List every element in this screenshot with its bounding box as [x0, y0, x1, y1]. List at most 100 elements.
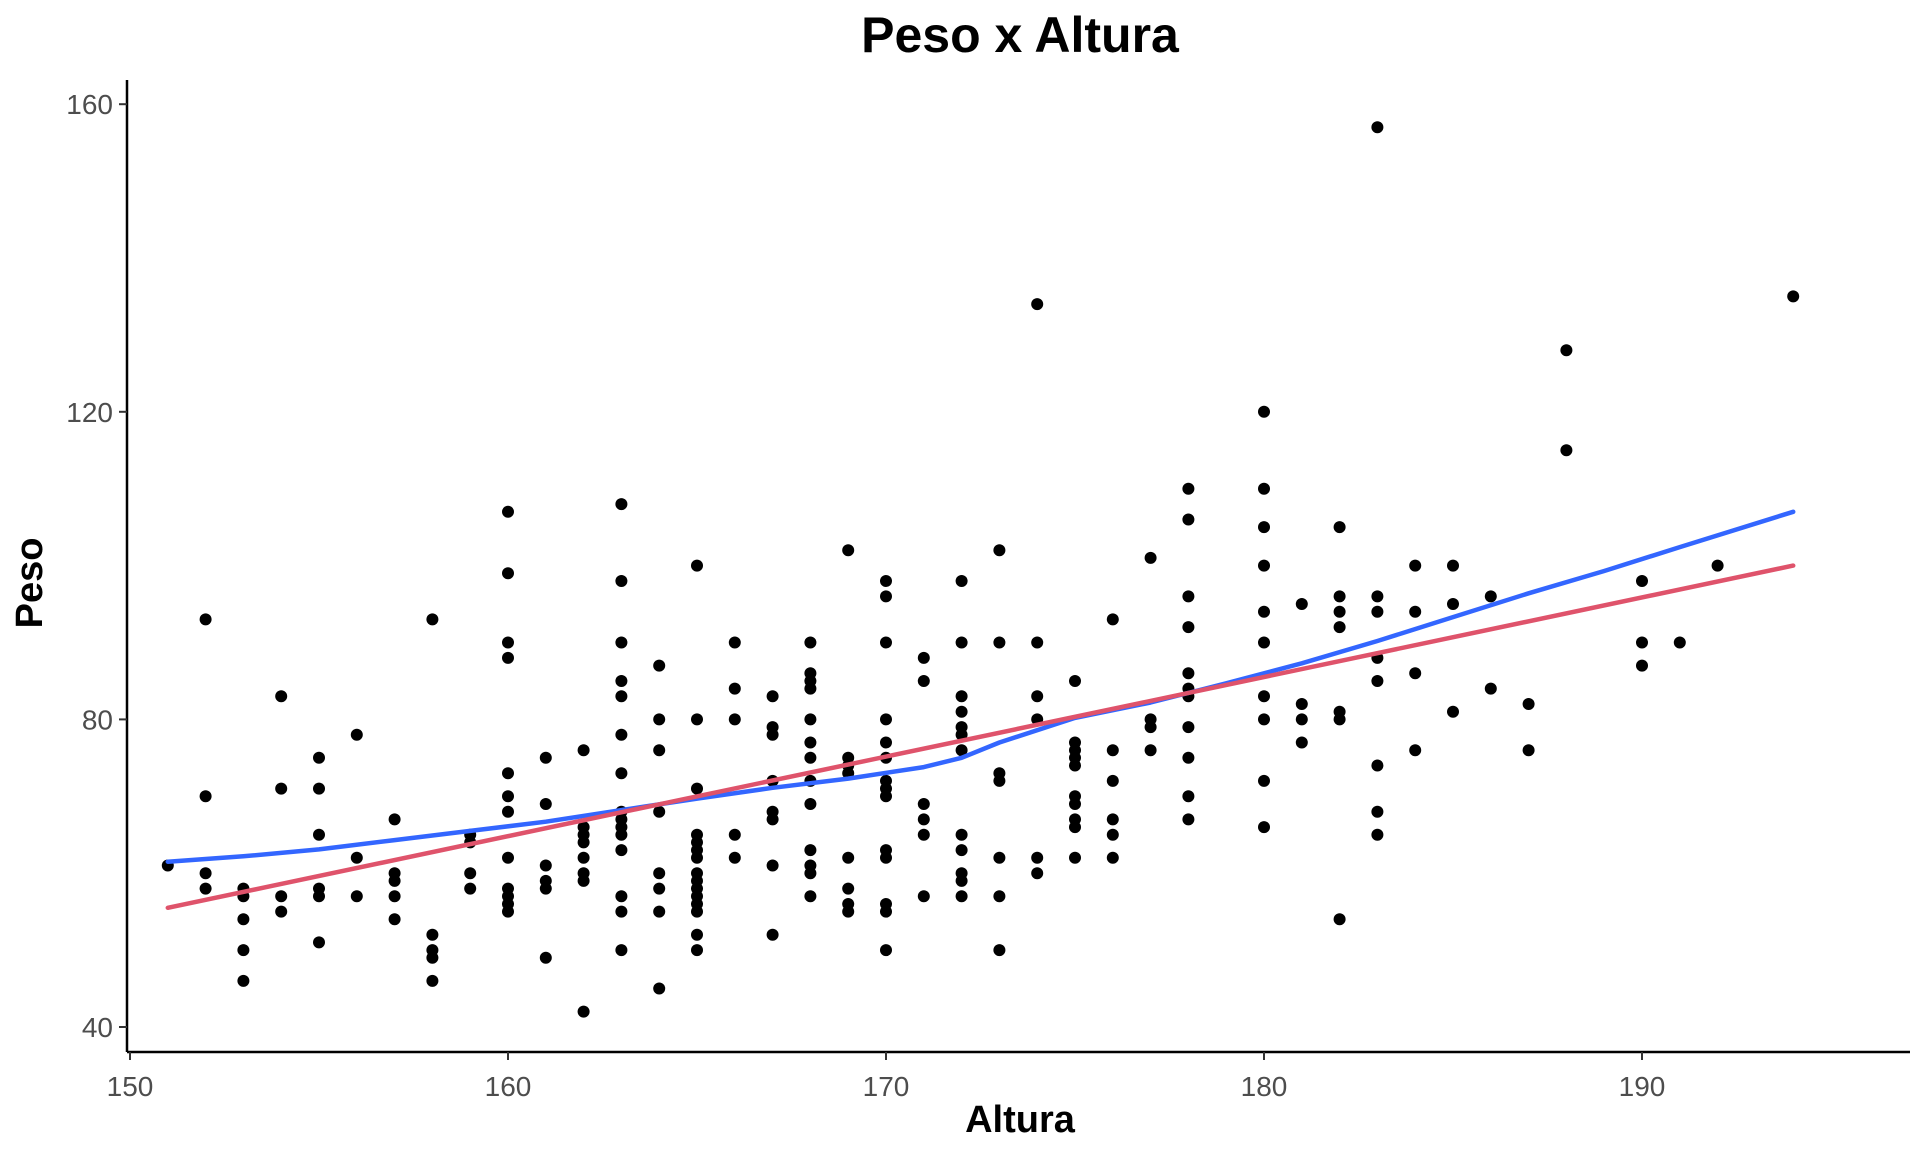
data-point — [1106, 774, 1119, 787]
data-point — [842, 882, 855, 895]
data-point — [1447, 559, 1459, 572]
data-point — [237, 913, 250, 926]
data-point — [388, 874, 401, 887]
data-point — [615, 944, 628, 957]
data-point — [1636, 636, 1648, 649]
y-axis-title: Peso — [9, 538, 51, 629]
data-point — [1409, 667, 1422, 680]
data-point — [1182, 513, 1195, 526]
data-point — [1371, 121, 1384, 134]
trend-lines — [165, 509, 1796, 911]
data-point — [1333, 521, 1346, 534]
data-point — [1787, 290, 1800, 303]
data-point — [1258, 521, 1270, 534]
data-point — [653, 805, 666, 818]
x-tick-label: 150 — [107, 1071, 154, 1102]
data-point — [653, 905, 666, 918]
data-point — [1031, 690, 1044, 703]
data-point — [653, 744, 666, 757]
data-point — [1673, 636, 1686, 649]
data-point — [691, 928, 703, 941]
data-point — [1484, 682, 1497, 695]
data-point — [766, 728, 779, 741]
data-point — [653, 882, 666, 895]
data-point — [728, 636, 741, 649]
data-point — [615, 890, 628, 903]
data-point — [313, 936, 325, 949]
data-point — [1447, 598, 1459, 610]
data-point — [993, 774, 1006, 787]
data-point — [237, 944, 250, 957]
data-point — [577, 874, 590, 887]
data-point — [1560, 344, 1573, 357]
data-point — [1522, 744, 1535, 757]
data-point — [577, 1005, 590, 1018]
data-point — [615, 828, 628, 841]
data-point — [1258, 405, 1270, 418]
data-point — [313, 782, 325, 795]
data-point — [1182, 590, 1195, 603]
y-tick-label: 40 — [82, 1012, 113, 1043]
data-point — [1333, 713, 1346, 726]
data-point — [313, 828, 325, 841]
data-point — [691, 782, 703, 795]
data-point — [1522, 698, 1535, 710]
data-point — [1069, 851, 1081, 864]
data-point — [653, 867, 666, 880]
data-point — [880, 944, 892, 957]
data-point — [350, 851, 363, 864]
data-point — [199, 613, 212, 626]
data-point — [917, 675, 930, 687]
data-point — [313, 890, 325, 903]
data-point — [842, 905, 855, 918]
data-point — [275, 905, 288, 918]
data-point — [1409, 605, 1422, 618]
data-point — [880, 736, 892, 749]
data-point — [1371, 828, 1384, 841]
data-points — [161, 121, 1800, 1018]
data-point — [1069, 798, 1081, 810]
data-point — [880, 713, 892, 726]
y-tick-label: 80 — [82, 704, 113, 735]
data-point — [1484, 590, 1497, 603]
data-point — [426, 951, 439, 964]
data-point — [1636, 659, 1648, 672]
data-point — [728, 828, 741, 841]
data-point — [1031, 851, 1044, 864]
data-point — [880, 905, 892, 918]
data-point — [804, 751, 817, 764]
data-point — [880, 851, 892, 864]
data-point — [955, 575, 968, 587]
data-point — [804, 713, 817, 726]
data-point — [1258, 774, 1270, 787]
data-point — [502, 905, 514, 918]
data-point — [1371, 805, 1384, 818]
loess-fit-line — [165, 509, 1796, 864]
data-point — [1258, 559, 1270, 572]
data-point — [1069, 675, 1081, 687]
data-point — [615, 675, 628, 687]
data-point — [766, 928, 779, 941]
data-point — [1258, 821, 1270, 834]
data-point — [275, 690, 288, 703]
data-point — [615, 690, 628, 703]
data-point — [1258, 690, 1270, 703]
data-point — [1333, 590, 1346, 603]
data-point — [917, 828, 930, 841]
data-point — [464, 867, 477, 880]
data-point — [502, 790, 514, 803]
data-point — [691, 559, 703, 572]
data-point — [275, 782, 288, 795]
data-point — [1258, 605, 1270, 618]
data-point — [1182, 790, 1195, 803]
data-point — [804, 798, 817, 810]
data-point — [1182, 667, 1195, 680]
data-point — [993, 890, 1006, 903]
data-point — [955, 874, 968, 887]
x-tick-label: 160 — [485, 1071, 532, 1102]
data-point — [1031, 636, 1044, 649]
data-point — [993, 944, 1006, 957]
data-point — [1258, 636, 1270, 649]
data-point — [1144, 744, 1157, 757]
